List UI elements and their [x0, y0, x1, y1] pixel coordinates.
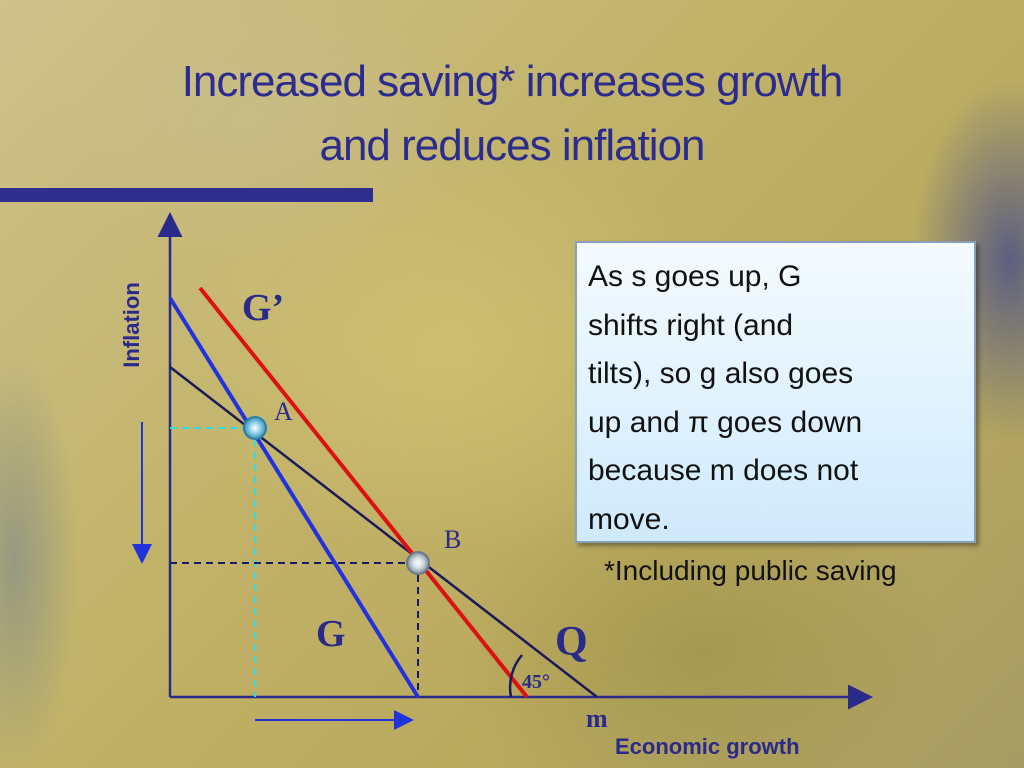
angle-arc: [508, 654, 523, 698]
title-line: and reduces inflation: [319, 121, 705, 170]
note-line: shifts right (and: [588, 308, 794, 342]
title-line: Increased saving* increases growth: [181, 57, 844, 106]
q-line: [169, 366, 598, 698]
curve-label: Q: [555, 619, 588, 665]
g-prime-line: [198, 286, 529, 699]
note-line: up and π goes down: [588, 405, 863, 439]
note-line: move.: [588, 502, 670, 536]
g-line: [168, 296, 420, 699]
y-axis-label: Inflation: [119, 282, 144, 368]
point-label: A: [274, 397, 293, 426]
curve-label: G’: [242, 287, 284, 329]
x-axis-label: Economic growth: [615, 734, 800, 759]
angle-label: 45°: [522, 671, 550, 693]
point-a: [243, 416, 267, 440]
footnote: *Including public saving: [604, 555, 897, 586]
axis-end-label: m: [586, 704, 608, 733]
note-line: As s goes up, G: [588, 260, 802, 293]
point-b: [406, 551, 430, 575]
note-line: because m does not: [588, 454, 859, 487]
title-bar: [0, 188, 373, 202]
point-label: B: [444, 525, 461, 554]
note-box: As s goes up, G shifts right (and tilts)…: [575, 241, 976, 543]
note-line: tilts), so g also goes: [588, 357, 854, 390]
curve-label: G: [316, 613, 346, 655]
